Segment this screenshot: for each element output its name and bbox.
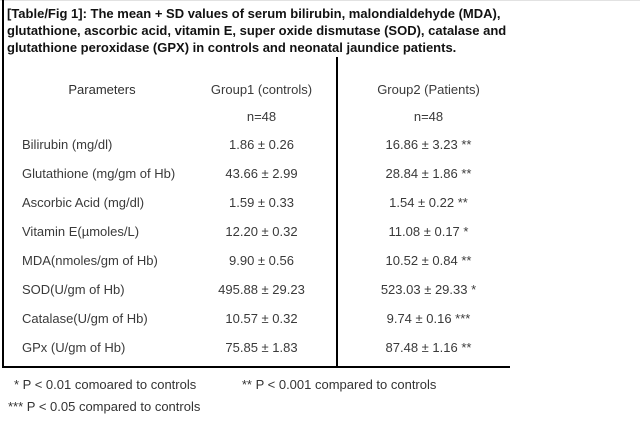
group2-value: 28.84 ± 1.86 ** [385, 166, 472, 181]
parameter-label: GPx (U/gm of Hb) [22, 340, 126, 355]
group2-value: 1.54 ± 0.22 ** [389, 195, 468, 210]
table-left-border [2, 0, 4, 366]
group2-n-label: n=48 [413, 109, 444, 124]
group1-value: 1.86 ± 0.26 [229, 137, 294, 152]
sample-size-row: n=48 n=48 [4, 103, 520, 130]
parameter-label: Glutathione (mg/gm of Hb) [22, 166, 176, 181]
column-header-group2: Group2 (Patients) [377, 81, 480, 97]
footnote-p-0-01: * P < 0.01 comoared to controls [14, 377, 197, 392]
table-row: MDA(nmoles/gm of Hb) 9.90 ± 0.56 10.52 ±… [4, 246, 520, 275]
group2-value: 87.48 ± 1.16 ** [385, 340, 472, 355]
group2-value: 10.52 ± 0.84 ** [385, 253, 472, 268]
table-row: GPx (U/gm of Hb) 75.85 ± 1.83 87.48 ± 1.… [4, 333, 520, 362]
group1-value: 1.59 ± 0.33 [229, 195, 294, 210]
table-row: Glutathione (mg/gm of Hb) 43.66 ± 2.99 2… [4, 159, 520, 188]
table-row: Vitamin E(µmoles/L) 12.20 ± 0.32 11.08 ±… [4, 217, 520, 246]
parameter-label: SOD(U/gm of Hb) [22, 282, 125, 297]
parameter-label: Catalase(U/gm of Hb) [22, 311, 148, 326]
group1-value: 43.66 ± 2.99 [225, 166, 298, 181]
group2-value: 16.86 ± 3.23 ** [385, 137, 472, 152]
footnote-p-0-001: ** P < 0.001 compared to controls [241, 377, 437, 392]
table-row: SOD(U/gm of Hb) 495.88 ± 29.23 523.03 ± … [4, 275, 520, 304]
group1-value: 9.90 ± 0.56 [229, 253, 294, 268]
group1-value: 10.57 ± 0.32 [225, 311, 298, 326]
table-caption: [Table/Fig 1]: The mean + SD values of s… [7, 6, 507, 55]
group2-value: 9.74 ± 0.16 *** [386, 311, 471, 326]
footnotes-line-2: *** P < 0.05 compared to controls [8, 399, 200, 414]
table-header-row: Parameters Group1 (controls) Group2 (Pat… [4, 75, 520, 103]
group1-value: 12.20 ± 0.32 [225, 224, 298, 239]
group1-value: 75.85 ± 1.83 [225, 340, 298, 355]
group2-value: 523.03 ± 29.33 * [380, 282, 477, 297]
group2-value: 11.08 ± 0.17 * [388, 224, 469, 239]
group1-value: 495.88 ± 29.23 [218, 282, 305, 297]
parameter-label: Vitamin E(µmoles/L) [22, 224, 140, 239]
table-bottom-rule [2, 366, 510, 368]
table-row: Catalase(U/gm of Hb) 10.57 ± 0.32 9.74 ±… [4, 304, 520, 333]
parameter-label: MDA(nmoles/gm of Hb) [22, 253, 158, 268]
column-header-group1: Group1 (controls) [210, 81, 313, 97]
data-table: Parameters Group1 (controls) Group2 (Pat… [4, 75, 520, 362]
parameter-label: Bilirubin (mg/dl) [22, 137, 113, 152]
table-column-divider [336, 57, 338, 366]
footnotes-line-1: * P < 0.01 comoared to controls ** P < 0… [14, 377, 436, 392]
group1-n-label: n=48 [246, 109, 277, 124]
column-header-parameters: Parameters [68, 81, 136, 97]
parameter-label: Ascorbic Acid (mg/dl) [22, 195, 145, 210]
footnote-p-0-05: *** P < 0.05 compared to controls [8, 399, 201, 414]
page-top-edge [0, 0, 640, 1]
table-row: Ascorbic Acid (mg/dl) 1.59 ± 0.33 1.54 ±… [4, 188, 520, 217]
table-row: Bilirubin (mg/dl) 1.86 ± 0.26 16.86 ± 3.… [4, 130, 520, 159]
